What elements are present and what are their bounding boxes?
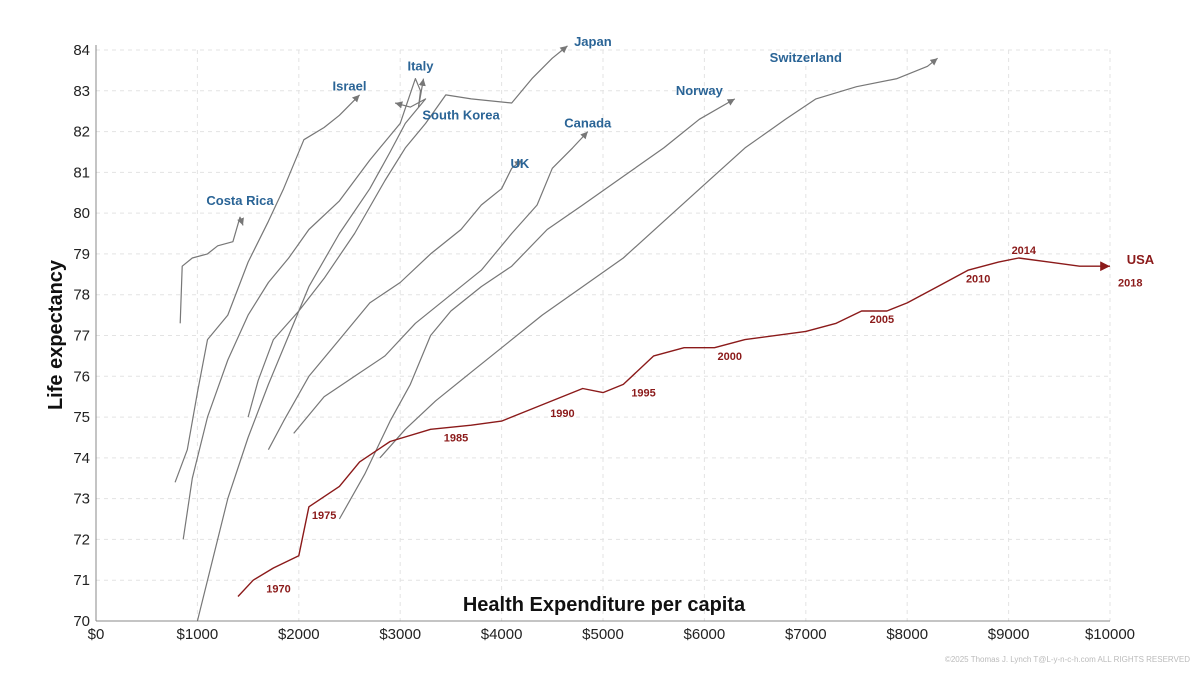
y-tick-label: 78 — [73, 287, 90, 304]
series-label-italy: Italy — [407, 58, 434, 73]
series-label-norway: Norway — [676, 83, 724, 98]
x-tick-label: $5000 — [582, 626, 624, 643]
grid — [96, 49, 1111, 622]
usa-year-label: 1990 — [550, 408, 574, 420]
series-label-switzerland: Switzerland — [770, 50, 842, 65]
y-tick-label: 79 — [73, 246, 90, 263]
y-tick-label: 73 — [73, 491, 90, 508]
series-label-usa: USA — [1127, 252, 1155, 267]
usa-year-label: 1970 — [266, 583, 290, 595]
series-label-uk: UK — [510, 156, 529, 171]
y-tick-label: 70 — [73, 613, 90, 630]
y-tick-label: 77 — [73, 328, 90, 345]
x-tick-label: $2000 — [278, 626, 320, 643]
series-label-israel: Israel — [333, 79, 367, 94]
series-label-south-korea: South Korea — [422, 107, 500, 122]
axes: 70 71 72 73 74 75 76 77 78 79 80 81 82 83 84 $0 $1000 $20… — [73, 42, 1135, 643]
x-tick-label: $0 — [88, 626, 105, 643]
series-lines — [174, 45, 1110, 622]
series-line-south-korea — [196, 98, 427, 622]
series-line-costa-rica — [179, 216, 244, 324]
x-tick-label: $3000 — [379, 626, 421, 643]
y-tick-label: 80 — [73, 205, 90, 222]
series-line-uk — [267, 159, 523, 450]
copyright-footer: ©2025 Thomas J. Lynch T@L-y-n-c-h.com AL… — [944, 655, 1190, 664]
y-tick-label: 71 — [73, 572, 90, 589]
y-tick-label: 74 — [73, 450, 90, 467]
x-tick-label: $6000 — [684, 626, 726, 643]
usa-year-label: 2005 — [870, 314, 894, 326]
x-axis-title: Health Expenditure per capita — [463, 594, 746, 616]
y-axis-title: Life expectancy — [45, 259, 67, 410]
y-tick-label: 83 — [73, 83, 90, 100]
usa-year-label: 1985 — [444, 432, 468, 444]
y-tick-label: 75 — [73, 409, 90, 426]
y-tick-label: 76 — [73, 368, 90, 385]
usa-year-label: 2018 — [1118, 277, 1142, 289]
x-tick-label: $1000 — [177, 626, 219, 643]
usa-year-label: 2010 — [966, 273, 990, 285]
series-line-italy — [182, 77, 426, 540]
y-tick-label: 84 — [73, 42, 90, 59]
x-tick-label: $10000 — [1085, 626, 1135, 643]
usa-year-label: 1995 — [631, 388, 655, 400]
series-label-japan: Japan — [574, 34, 612, 49]
series-line-switzerland — [379, 57, 938, 459]
series-line-israel — [174, 94, 361, 483]
x-tick-label: $4000 — [481, 626, 523, 643]
usa-year-label: 2000 — [718, 351, 742, 363]
usa-year-labels: 1970 1975 1985 1990 1995 2000 2005 2010 2014 2018 — [266, 245, 1142, 596]
y-tick-label: 81 — [73, 164, 90, 181]
usa-year-label: 2014 — [1012, 245, 1037, 257]
series-label-canada: Canada — [564, 115, 612, 130]
series-line-usa — [237, 257, 1110, 597]
series-line-norway — [338, 98, 736, 520]
usa-year-label: 1975 — [312, 510, 336, 522]
y-tick-label: 82 — [73, 124, 90, 141]
series-line-japan — [247, 45, 568, 418]
series-labels: Costa Rica Israel Italy South Korea Japan UK C… — [206, 34, 1154, 267]
x-tick-label: $8000 — [886, 626, 928, 643]
x-tick-label: $9000 — [988, 626, 1030, 643]
series-line-canada — [293, 131, 589, 434]
y-tick-label: 72 — [73, 531, 90, 548]
series-label-costa-rica: Costa Rica — [206, 193, 274, 208]
x-tick-label: $7000 — [785, 626, 827, 643]
